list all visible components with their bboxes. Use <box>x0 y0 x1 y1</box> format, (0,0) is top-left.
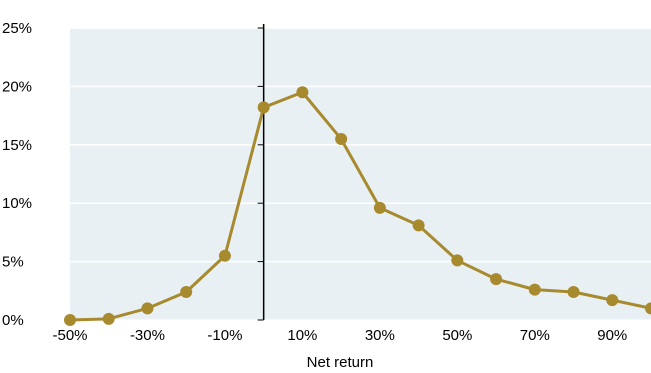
y-axis-ticks <box>257 27 264 321</box>
x-tick-label: -50% <box>52 327 87 344</box>
x-axis-tick-labels: -50% -30% -10% 10% 30% 50% 70% 90% <box>52 327 627 344</box>
y-axis-tick-labels: 0% 5% 10% 15% 20% 25% <box>2 20 32 329</box>
y-tick-label: 15% <box>2 137 32 154</box>
series-points <box>64 86 651 326</box>
x-tick-label: 50% <box>442 327 472 344</box>
y-tick-label: 0% <box>2 312 24 329</box>
data-point <box>64 314 76 326</box>
x-tick-label: -30% <box>130 327 165 344</box>
data-point <box>451 254 464 267</box>
y-tick-label: 5% <box>2 254 24 271</box>
gridlines <box>70 27 651 263</box>
series-line <box>69 90 651 322</box>
data-point <box>606 294 619 307</box>
data-point <box>141 302 154 315</box>
y-tick-label: 10% <box>2 195 32 212</box>
y-tick-label: 25% <box>2 20 32 37</box>
data-point <box>335 132 348 145</box>
data-point <box>102 312 115 325</box>
data-point <box>412 219 425 232</box>
data-point <box>567 285 580 298</box>
data-point <box>180 285 193 298</box>
x-tick-label: 30% <box>365 327 395 344</box>
x-axis-title: Net return <box>307 354 374 371</box>
data-point <box>645 302 651 315</box>
data-point <box>373 201 386 214</box>
x-tick-label: -10% <box>207 327 242 344</box>
y-tick-label: 20% <box>2 78 32 95</box>
x-tick-label: 10% <box>287 327 317 344</box>
data-point <box>528 283 541 296</box>
data-point <box>296 86 309 99</box>
data-point <box>257 101 270 114</box>
data-point <box>218 249 231 262</box>
data-point <box>490 273 503 286</box>
x-tick-label: 90% <box>597 327 627 344</box>
x-tick-label: 70% <box>520 327 550 344</box>
